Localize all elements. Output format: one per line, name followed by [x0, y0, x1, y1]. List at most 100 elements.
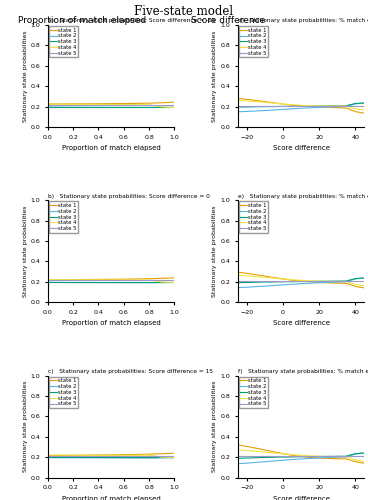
state 5	[109, 452, 113, 458]
state 3	[147, 279, 151, 285]
state 5	[353, 102, 357, 108]
state 5	[362, 278, 367, 284]
state 4	[353, 457, 357, 463]
state 4	[335, 454, 339, 460]
state 5	[335, 278, 339, 284]
state 1	[362, 460, 367, 466]
state 2	[353, 101, 357, 107]
state 4	[317, 103, 321, 109]
state 1	[263, 273, 267, 279]
state 4	[353, 282, 357, 288]
state 3	[281, 454, 285, 460]
state 1	[353, 458, 357, 464]
state 3	[317, 278, 321, 284]
state 1	[344, 280, 348, 286]
state 4	[147, 452, 151, 458]
state 5	[172, 102, 177, 108]
state 4	[299, 102, 303, 108]
state 2	[245, 108, 249, 114]
Y-axis label: Stationary state probabilities: Stationary state probabilities	[212, 30, 217, 122]
state 1	[299, 278, 303, 284]
state 4	[96, 102, 101, 107]
state 2	[281, 282, 285, 288]
state 5	[46, 102, 50, 108]
state 1	[272, 274, 276, 280]
state 4	[147, 277, 151, 283]
state 4	[272, 450, 276, 456]
state 1	[281, 101, 285, 107]
state 5	[58, 278, 63, 283]
state 4	[290, 276, 294, 282]
state 1	[272, 100, 276, 106]
state 4	[96, 452, 101, 458]
state 2	[290, 282, 294, 288]
state 1	[317, 104, 321, 110]
state 4	[344, 103, 348, 109]
X-axis label: Proportion of match elapsed: Proportion of match elapsed	[62, 496, 160, 500]
state 3	[121, 454, 126, 460]
state 3	[326, 103, 330, 109]
state 2	[272, 282, 276, 288]
state 5	[236, 102, 240, 108]
Text: d)   Stationary state probabilities: % match elapsed = 30: d) Stationary state probabilities: % mat…	[238, 18, 368, 23]
state 5	[71, 102, 75, 108]
Line: state 3: state 3	[238, 103, 364, 107]
state 3	[245, 104, 249, 110]
state 5	[96, 102, 101, 108]
state 5	[326, 453, 330, 459]
state 2	[58, 280, 63, 285]
state 1	[254, 445, 258, 451]
state 1	[263, 447, 267, 453]
state 1	[308, 104, 312, 110]
state 3	[172, 104, 177, 110]
state 4	[299, 452, 303, 458]
state 5	[344, 278, 348, 284]
state 2	[317, 455, 321, 461]
state 3	[58, 279, 63, 285]
state 5	[121, 278, 126, 283]
state 3	[147, 104, 151, 110]
Line: state 1: state 1	[48, 278, 174, 280]
state 3	[236, 456, 240, 462]
state 3	[353, 450, 357, 456]
state 2	[236, 460, 240, 466]
Text: b)   Stationary state probabilities: Score difference = 0: b) Stationary state probabilities: Score…	[48, 194, 210, 198]
state 1	[317, 280, 321, 285]
state 4	[326, 278, 330, 284]
X-axis label: Score difference: Score difference	[273, 320, 329, 326]
state 2	[281, 458, 285, 464]
state 2	[147, 280, 151, 285]
state 1	[299, 103, 303, 109]
state 5	[254, 453, 258, 459]
state 2	[160, 455, 164, 461]
state 4	[121, 277, 126, 283]
state 3	[71, 454, 75, 460]
state 2	[121, 104, 126, 110]
state 3	[272, 454, 276, 460]
state 1	[147, 276, 151, 282]
state 4	[71, 452, 75, 458]
state 4	[58, 452, 63, 458]
state 2	[147, 455, 151, 461]
state 1	[290, 452, 294, 458]
state 2	[335, 279, 339, 285]
Y-axis label: Stationary state probabilities: Stationary state probabilities	[212, 381, 217, 472]
state 3	[308, 103, 312, 109]
state 5	[263, 453, 267, 459]
state 5	[254, 102, 258, 108]
state 5	[281, 102, 285, 108]
state 5	[335, 102, 339, 108]
state 2	[46, 104, 50, 110]
state 3	[290, 278, 294, 284]
state 4	[134, 277, 139, 283]
state 1	[46, 277, 50, 283]
state 4	[84, 102, 88, 107]
state 2	[236, 284, 240, 290]
state 1	[299, 454, 303, 460]
state 5	[46, 278, 50, 283]
state 3	[344, 278, 348, 284]
state 1	[245, 444, 249, 450]
state 5	[245, 278, 249, 284]
state 1	[160, 100, 164, 106]
state 2	[84, 104, 88, 110]
